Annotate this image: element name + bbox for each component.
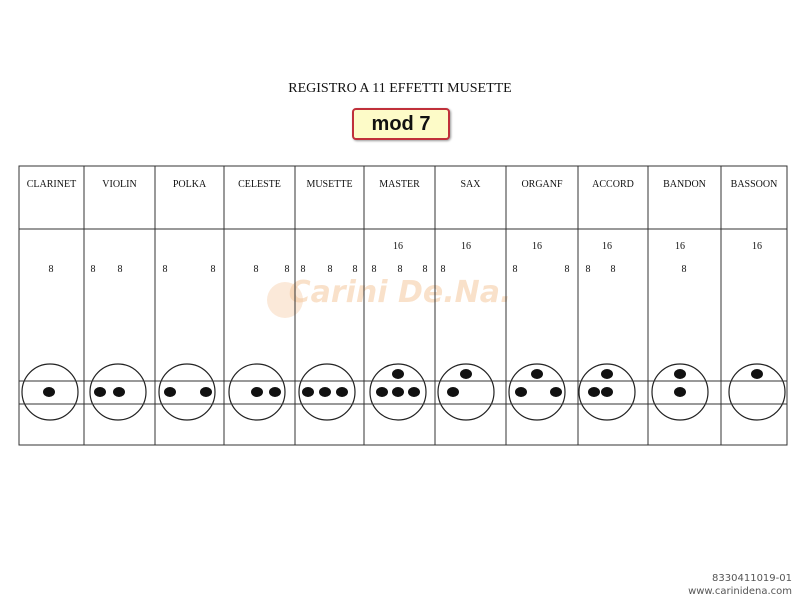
reed-dot: [447, 387, 459, 397]
reed-dot-top: [392, 369, 404, 379]
column-header-bassoon: BASSOON: [731, 179, 778, 190]
reed-dot: [601, 387, 613, 397]
feet-16-label: 16: [602, 241, 612, 252]
table-border: [18, 165, 788, 446]
reed-dot: [515, 387, 527, 397]
feet-8-label: 8: [49, 264, 54, 275]
reed-dot: [113, 387, 125, 397]
footer-website[interactable]: www.carinidena.com: [688, 586, 792, 597]
register-circle: [651, 363, 709, 421]
feet-16-label: 16: [752, 241, 762, 252]
feet-8-label: 8: [423, 264, 428, 275]
feet-8-label: 8: [285, 264, 290, 275]
column-header-bandon: BANDON: [663, 179, 706, 190]
feet-8-label: 8: [328, 264, 333, 275]
reed-dot-top: [460, 369, 472, 379]
column-header-sax: SAX: [460, 179, 481, 190]
footer: 8330411019-01 www.carinidena.com: [688, 572, 792, 598]
model-badge: mod 7: [352, 108, 450, 140]
reed-dot: [319, 387, 331, 397]
feet-8-label: 8: [398, 264, 403, 275]
column-header-polka: POLKA: [173, 179, 207, 190]
watermark-logo: Carini De.Na.: [289, 275, 512, 310]
column-header-organf: ORGANF: [521, 179, 563, 190]
feet-16-label: 16: [393, 241, 403, 252]
reed-dot: [588, 387, 600, 397]
reed-dot-top: [601, 369, 613, 379]
reed-dot: [200, 387, 212, 397]
reed-dot: [392, 387, 404, 397]
reed-dot-top: [531, 369, 543, 379]
column-header-musette: MUSETTE: [306, 179, 352, 190]
watermark-emblem: [267, 282, 303, 318]
page-title: REGISTRO A 11 EFFETTI MUSETTE: [288, 81, 512, 96]
feet-8-label: 8: [91, 264, 96, 275]
reed-dot: [269, 387, 281, 397]
feet-8-label: 8: [163, 264, 168, 275]
register-circle: [728, 363, 786, 421]
reed-dot-top: [751, 369, 763, 379]
reed-dot: [302, 387, 314, 397]
reed-dot-top: [674, 369, 686, 379]
reed-dot: [43, 387, 55, 397]
feet-8-label: 8: [513, 264, 518, 275]
reed-dot: [550, 387, 562, 397]
register-circle: [228, 363, 286, 421]
feet-8-label: 8: [254, 264, 259, 275]
register-circle: [298, 363, 356, 421]
feet-8-label: 8: [611, 264, 616, 275]
feet-16-label: 16: [532, 241, 542, 252]
register-circle: [89, 363, 147, 421]
reed-dot: [251, 387, 263, 397]
feet-8-label: 8: [565, 264, 570, 275]
reed-dot: [94, 387, 106, 397]
feet-8-label: 8: [682, 264, 687, 275]
reed-dot: [376, 387, 388, 397]
register-circle: [578, 363, 636, 421]
column-header-accord: ACCORD: [592, 179, 634, 190]
feet-8-label: 8: [441, 264, 446, 275]
column-header-clarinet: CLARINET: [27, 179, 76, 190]
column-header-violin: VIOLIN: [102, 179, 136, 190]
reed-dot: [408, 387, 420, 397]
feet-16-label: 16: [461, 241, 471, 252]
register-circle: [508, 363, 566, 421]
feet-8-label: 8: [211, 264, 216, 275]
register-circle: [158, 363, 216, 421]
feet-8-label: 8: [586, 264, 591, 275]
footer-code: 8330411019-01: [712, 573, 792, 584]
reed-dot: [336, 387, 348, 397]
column-header-master: MASTER: [379, 179, 420, 190]
register-circle: [369, 363, 427, 421]
feet-8-label: 8: [372, 264, 377, 275]
register-circle: [437, 363, 495, 421]
register-circle: [21, 363, 79, 421]
feet-8-label: 8: [118, 264, 123, 275]
reed-dot: [164, 387, 176, 397]
feet-8-label: 8: [301, 264, 306, 275]
feet-16-label: 16: [675, 241, 685, 252]
feet-8-label: 8: [353, 264, 358, 275]
column-header-celeste: CELESTE: [238, 179, 281, 190]
reed-dot: [674, 387, 686, 397]
